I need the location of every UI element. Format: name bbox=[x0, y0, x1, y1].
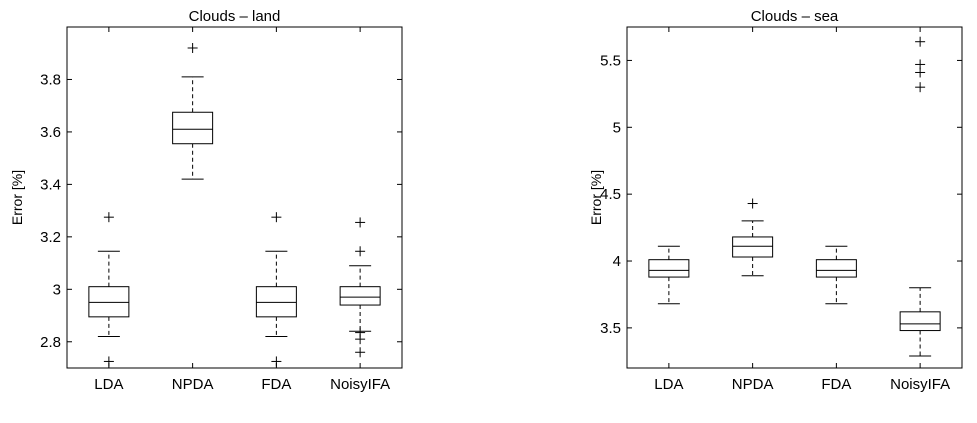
y-axis: 2.8 3 3.2 3.4 3.6 3.8 bbox=[40, 71, 402, 351]
x-tick-label: LDA bbox=[94, 376, 123, 393]
y-tick-label: 4.5 bbox=[600, 186, 621, 203]
x-tick-label: LDA bbox=[654, 376, 683, 393]
interquartile-box bbox=[732, 236, 774, 258]
interquartile-box bbox=[172, 111, 214, 145]
interquartile-box bbox=[899, 311, 941, 332]
x-tick-label: NPDA bbox=[172, 376, 214, 393]
y-tick-label: 3.5 bbox=[600, 320, 621, 337]
x-tick-label: FDA bbox=[261, 376, 291, 393]
box-fda bbox=[815, 245, 857, 305]
box-npda bbox=[172, 42, 214, 180]
x-tick-label: NoisyIFA bbox=[330, 376, 390, 393]
box-group bbox=[648, 36, 941, 357]
box-noisyifa bbox=[339, 217, 381, 358]
box-noisyifa bbox=[899, 36, 941, 357]
plot-frame bbox=[66, 26, 403, 369]
panel-clouds-land: Clouds – land Error [%] 2.8 3 3.2 3.4 3.6 3.8… bbox=[9, 8, 403, 393]
y-axis-label: Error [%] bbox=[588, 170, 604, 225]
y-tick-label: 3 bbox=[53, 281, 61, 298]
y-tick-label: 3.4 bbox=[40, 176, 61, 193]
plot-frame bbox=[626, 26, 963, 369]
outlier-marker bbox=[187, 42, 198, 53]
y-tick-label: 3.8 bbox=[40, 71, 61, 88]
y-axis-label: Error [%] bbox=[9, 170, 25, 225]
box-lda bbox=[88, 212, 130, 367]
interquartile-box bbox=[339, 286, 381, 306]
x-tick-label: FDA bbox=[821, 376, 851, 393]
y-tick-label: 3.6 bbox=[40, 124, 61, 141]
outlier-marker bbox=[355, 327, 366, 338]
interquartile-box bbox=[88, 286, 130, 318]
outlier-marker bbox=[271, 356, 282, 367]
interquartile-box bbox=[255, 286, 297, 318]
chart-title: Clouds – sea bbox=[751, 8, 839, 25]
box-fda bbox=[255, 212, 297, 367]
y-tick-label: 4 bbox=[613, 253, 621, 270]
panel-clouds-sea: Clouds – sea Error [%] 3.5 4 4.5 5 5.5 LDA NP… bbox=[588, 8, 963, 393]
box-group bbox=[88, 42, 381, 367]
x-axis: LDA NPDA FDA NoisyIFA bbox=[94, 27, 390, 393]
x-tick-label: NPDA bbox=[732, 376, 774, 393]
interquartile-box bbox=[815, 259, 857, 278]
outlier-marker bbox=[915, 59, 926, 70]
y-tick-label: 5 bbox=[613, 119, 621, 136]
outlier-marker bbox=[355, 246, 366, 257]
y-tick-label: 5.5 bbox=[600, 52, 621, 69]
outlier-marker bbox=[915, 36, 926, 47]
outlier-marker bbox=[747, 198, 758, 209]
y-tick-label: 2.8 bbox=[40, 334, 61, 351]
x-tick-label: NoisyIFA bbox=[890, 376, 950, 393]
outlier-marker bbox=[355, 217, 366, 228]
outlier-marker bbox=[915, 82, 926, 93]
box-lda bbox=[648, 245, 690, 305]
chart-title: Clouds – land bbox=[189, 8, 281, 25]
y-tick-label: 3.2 bbox=[40, 229, 61, 246]
y-axis: 3.5 4 4.5 5 5.5 bbox=[600, 52, 962, 337]
outlier-marker bbox=[355, 347, 366, 358]
outlier-marker bbox=[103, 212, 114, 223]
outlier-marker bbox=[271, 212, 282, 223]
box-npda bbox=[732, 198, 774, 277]
outlier-marker bbox=[103, 356, 114, 367]
interquartile-box bbox=[648, 259, 690, 278]
x-axis: LDA NPDA FDA NoisyIFA bbox=[654, 27, 950, 393]
